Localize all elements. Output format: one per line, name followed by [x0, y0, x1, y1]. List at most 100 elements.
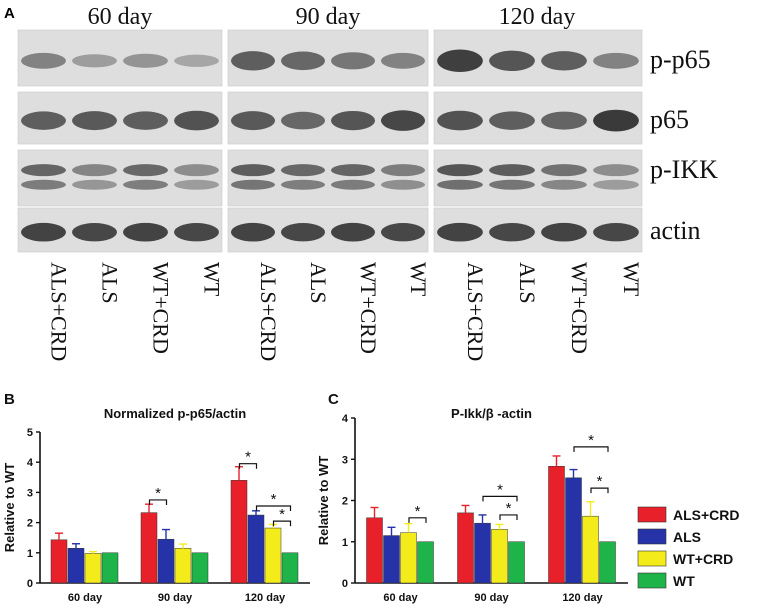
bar [84, 553, 102, 584]
significance-star: * [506, 500, 512, 517]
blot-band [381, 223, 425, 242]
blot-strip [433, 149, 643, 207]
significance-star: * [588, 432, 594, 449]
bar [383, 535, 400, 584]
y-tick-label: 3 [342, 454, 348, 466]
bar [565, 477, 582, 584]
timepoint-header: 60 day [88, 4, 153, 30]
panel-letter: B [4, 391, 15, 408]
lane-label: ALS+CRD [463, 262, 488, 361]
bar [582, 515, 599, 584]
panel-a-letter: A [4, 5, 15, 22]
significance-bracket [255, 505, 292, 511]
bar [400, 532, 417, 584]
bar [157, 538, 175, 584]
blot-band [281, 179, 325, 190]
blot-band [72, 54, 117, 68]
protein-label: p-IKK [650, 155, 718, 184]
bar [140, 512, 158, 584]
legend-swatch [637, 572, 667, 589]
significance-star: * [245, 449, 251, 466]
western-blot-panel: A 60 day 90 day 120 day p-p65 p65 p-IKK actin… [4, 4, 718, 361]
y-tick-label: 2 [342, 496, 348, 508]
blot-band [21, 179, 66, 190]
protein-label: p65 [650, 105, 689, 134]
y-tick-label: 0 [27, 578, 33, 590]
bar [281, 552, 299, 584]
bar [508, 541, 525, 584]
blot-band [541, 51, 587, 71]
blot-band [489, 50, 535, 71]
significance-star: * [415, 503, 421, 520]
protein-label: actin [650, 216, 701, 245]
bar [101, 552, 119, 584]
bar [417, 541, 434, 584]
significance-star: * [597, 473, 603, 490]
lane-label: WT [406, 262, 431, 297]
y-tick-label: 2 [27, 518, 33, 530]
blot-band [174, 54, 219, 67]
blot-band [21, 111, 66, 130]
significance-bracket [408, 517, 427, 523]
bar [599, 541, 616, 584]
lane-label: ALS [306, 262, 331, 304]
blot-band [381, 110, 425, 131]
significance-bracket [238, 463, 258, 469]
significance-bracket [272, 520, 292, 527]
bar [548, 466, 565, 584]
blot-band [593, 223, 639, 242]
y-axis-label: Relative to WT [2, 463, 17, 553]
blot-band [593, 179, 639, 190]
protein-label: p-p65 [650, 45, 711, 74]
blot-band [174, 164, 219, 177]
chart-title: Normalized p-p65/actin [104, 406, 246, 421]
chart-panel-c: C P-Ikk/β -actin Relative to WT 0 1 2 3 4 60 day… [316, 391, 628, 604]
blot-band [72, 164, 117, 177]
blot-band [541, 222, 587, 242]
legend-label: WT [673, 573, 695, 589]
blot-band [381, 179, 425, 190]
blot-strip [227, 149, 429, 207]
blot-band [231, 179, 275, 190]
panel-letter: C [328, 391, 339, 408]
significance-bracket [482, 495, 518, 502]
lane-label: WT+CRD [356, 262, 381, 354]
timepoint-header: 120 day [499, 4, 576, 30]
blot-band [72, 111, 117, 131]
blot-band [437, 110, 483, 131]
bar [366, 517, 383, 584]
significance-bracket [499, 514, 518, 520]
blot-band [593, 109, 639, 132]
chart-title: P-Ikk/β -actin [451, 406, 532, 421]
blot-band [437, 49, 483, 73]
blot-band [123, 222, 168, 242]
chart-legend: ALS+CRD ALS WT+CRD WT [637, 506, 740, 589]
blot-band [174, 223, 219, 242]
blot-band [72, 223, 117, 242]
bar [50, 539, 68, 584]
blot-band [281, 223, 325, 242]
timepoint-header: 90 day [296, 4, 361, 30]
y-axis-label: Relative to WT [316, 456, 331, 546]
blot-band [331, 164, 375, 177]
blot-band [489, 164, 535, 177]
blot-band [541, 164, 587, 177]
significance-bracket [148, 499, 168, 505]
blot-band [174, 110, 219, 131]
legend-swatch [637, 528, 667, 545]
bar [67, 548, 85, 584]
blot-band [281, 51, 325, 71]
blot-band [231, 51, 275, 71]
lane-label: WT+CRD [567, 262, 592, 354]
blot-band [489, 223, 535, 242]
lane-label: WT+CRD [149, 262, 174, 354]
lane-label: ALS+CRD [47, 262, 72, 361]
blot-band [21, 52, 66, 69]
blot-band [21, 222, 66, 242]
y-tick-label: 4 [342, 413, 349, 425]
blot-band [231, 222, 275, 242]
blot-band [72, 179, 117, 190]
bar [264, 527, 282, 584]
